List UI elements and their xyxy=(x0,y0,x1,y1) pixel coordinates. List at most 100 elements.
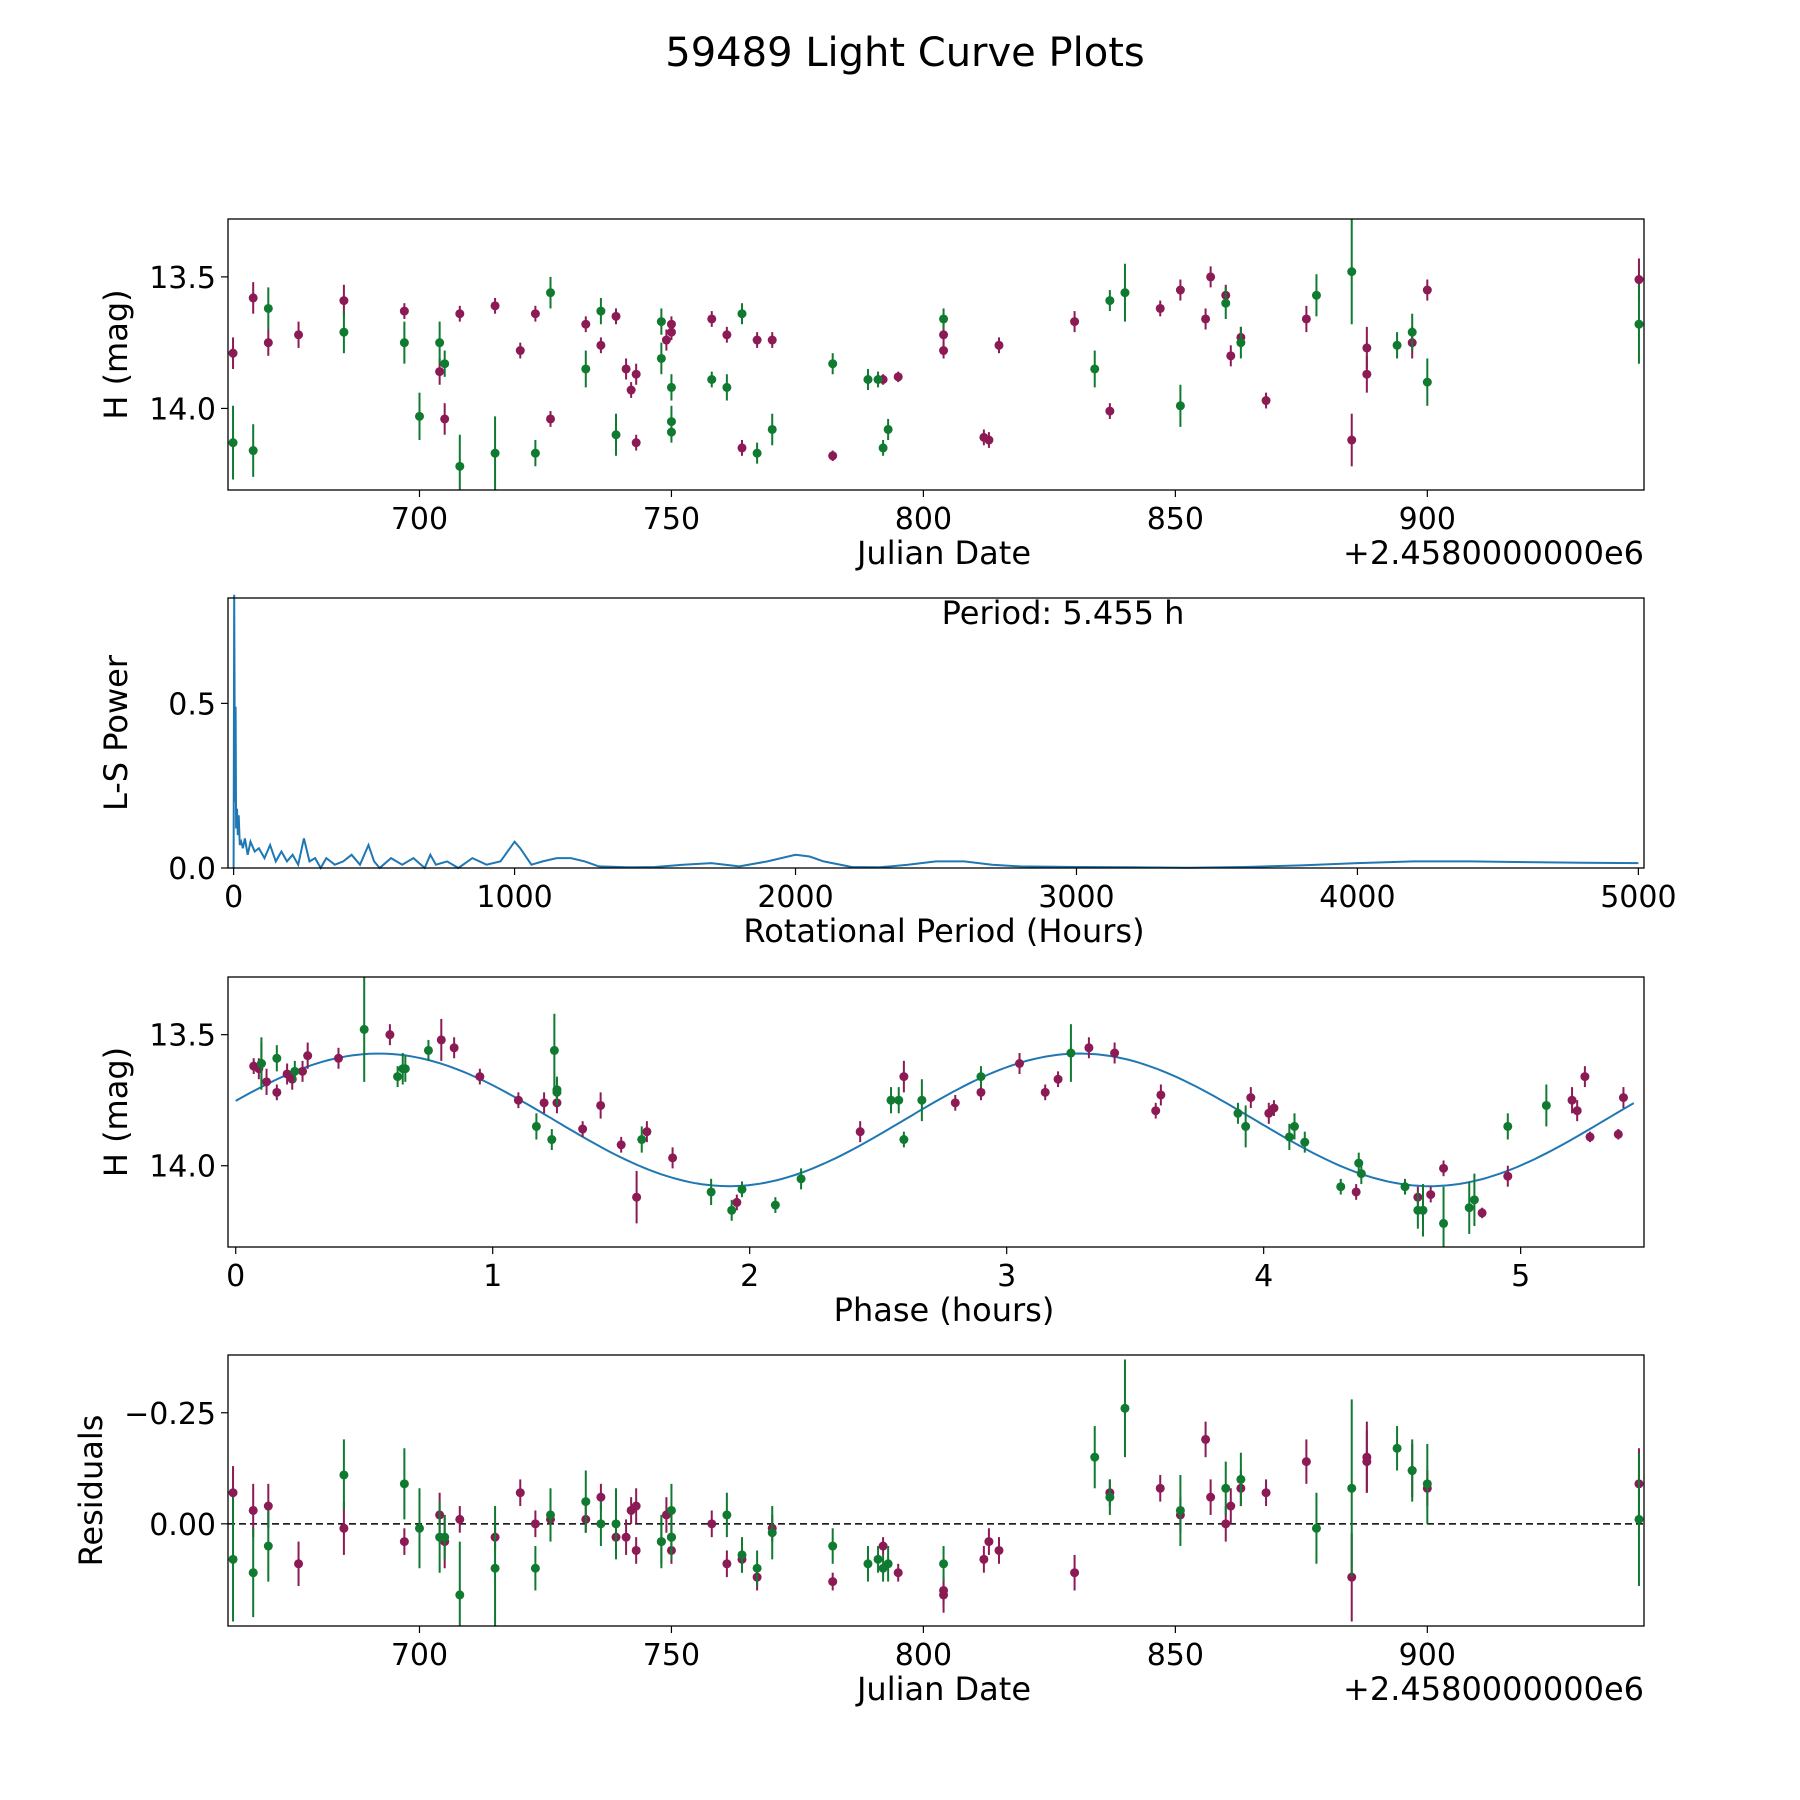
series-a-point xyxy=(878,1541,888,1551)
series-b-point xyxy=(939,314,949,324)
series-b-point xyxy=(894,1095,904,1105)
series-b-point xyxy=(1090,1452,1100,1462)
series-b-point xyxy=(917,1095,927,1105)
series-a-point xyxy=(1105,406,1115,416)
series-b-point xyxy=(1090,364,1100,374)
series-a-point xyxy=(1040,1087,1050,1097)
series-b-point xyxy=(939,1559,949,1569)
series-b-point xyxy=(666,382,676,392)
series-a-point xyxy=(976,1087,986,1097)
series-a-point xyxy=(1426,1190,1436,1200)
series-a-point xyxy=(263,1501,273,1511)
series-a-point xyxy=(248,1505,258,1515)
series-b-point xyxy=(767,424,777,434)
series-a-point xyxy=(228,1488,238,1498)
series-a-point xyxy=(1269,1103,1279,1113)
series-a-point xyxy=(294,330,304,340)
series-b-point xyxy=(1221,1483,1231,1493)
series-a-point xyxy=(475,1072,485,1082)
series-a-point xyxy=(596,340,606,350)
series-b-point xyxy=(596,1519,606,1529)
series-b-point xyxy=(399,338,409,348)
series-a-point xyxy=(1634,275,1644,285)
series-a-point xyxy=(530,309,540,319)
y-tick-label: −0.25 xyxy=(124,1397,216,1432)
series-b-point xyxy=(1541,1100,1551,1110)
series-a-point xyxy=(939,330,949,340)
residuals-x-offset: +2.4580000000e6 xyxy=(1343,1670,1644,1708)
series-b-point xyxy=(1300,1137,1310,1147)
series-a-point xyxy=(1580,1072,1590,1082)
series-a-point xyxy=(1156,1090,1166,1100)
series-b-point xyxy=(828,1541,838,1551)
x-tick-label: 4000 xyxy=(1319,880,1395,915)
series-a-point xyxy=(272,1087,282,1097)
series-a-point xyxy=(1221,1519,1231,1529)
series-b-point xyxy=(228,438,238,448)
x-tick-label: 4 xyxy=(1254,1259,1273,1294)
series-b-point xyxy=(873,374,883,384)
series-b-point xyxy=(1347,267,1357,277)
y-tick-label: 0.00 xyxy=(149,1508,216,1543)
series-a-point xyxy=(1362,1452,1372,1462)
series-a-point xyxy=(248,293,258,303)
series-b-point xyxy=(1236,338,1246,348)
series-a-point xyxy=(578,1124,588,1134)
x-tick-label: 900 xyxy=(1399,502,1456,537)
series-a-point xyxy=(994,340,1004,350)
series-a-point xyxy=(1110,1048,1120,1058)
series-a-point xyxy=(893,1568,903,1578)
series-b-point xyxy=(581,364,591,374)
series-b-point xyxy=(899,1135,909,1145)
series-b-point xyxy=(1105,1492,1115,1502)
series-b-point xyxy=(393,1072,403,1082)
series-a-point xyxy=(642,1127,652,1137)
series-a-point xyxy=(455,309,465,319)
x-tick-label: 800 xyxy=(895,1638,952,1673)
series-b-point xyxy=(272,1053,282,1063)
series-b-point xyxy=(637,1135,647,1145)
series-b-point xyxy=(863,1559,873,1569)
series-b-point xyxy=(796,1174,806,1184)
x-tick-label: 750 xyxy=(643,1638,700,1673)
panel-periodogram: 0 1000 2000 3000 4000 5000 0.0 0.5 Rotational Pe… xyxy=(97,594,1677,950)
series-a-point xyxy=(490,301,500,311)
series-a-point xyxy=(668,1153,678,1163)
series-a-point xyxy=(767,335,777,345)
series-b-point xyxy=(863,374,873,384)
series-b-point xyxy=(1241,1121,1251,1131)
series-b-point xyxy=(706,1187,716,1197)
series-b-point xyxy=(1503,1121,1513,1131)
series-a-point xyxy=(899,1072,909,1082)
series-a-point xyxy=(1053,1074,1063,1084)
series-a-point xyxy=(1362,369,1372,379)
x-tick-label: 900 xyxy=(1399,1638,1456,1673)
series-b-point xyxy=(546,288,556,298)
series-b-point xyxy=(722,382,732,392)
series-b-point xyxy=(440,359,450,369)
x-tick-label: 2 xyxy=(740,1259,759,1294)
series-b-point xyxy=(727,1205,737,1215)
series-a-point xyxy=(666,327,676,337)
series-a-point xyxy=(581,319,591,329)
series-b-point xyxy=(530,448,540,458)
series-a-point xyxy=(1226,351,1236,361)
series-a-point xyxy=(621,364,631,374)
series-a-point xyxy=(294,1559,304,1569)
series-a-point xyxy=(950,1098,960,1108)
x-tick-label: 3000 xyxy=(1038,880,1114,915)
series-a-point xyxy=(828,451,838,461)
series-b-point xyxy=(883,424,893,434)
series-b-point xyxy=(767,1528,777,1538)
series-b-point xyxy=(1233,1108,1243,1118)
x-tick-label: 5 xyxy=(1511,1259,1530,1294)
x-tick-label: 750 xyxy=(643,502,700,537)
series-b-point xyxy=(737,1550,747,1560)
series-a-point xyxy=(515,1488,525,1498)
y-tick-label: 0.5 xyxy=(168,687,216,722)
periodogram-axes-frame xyxy=(227,597,1645,869)
series-a-point xyxy=(621,1532,631,1542)
y-tick-label: 14.0 xyxy=(149,392,216,427)
series-b-point xyxy=(228,1554,238,1564)
x-tick-label: 700 xyxy=(391,502,448,537)
